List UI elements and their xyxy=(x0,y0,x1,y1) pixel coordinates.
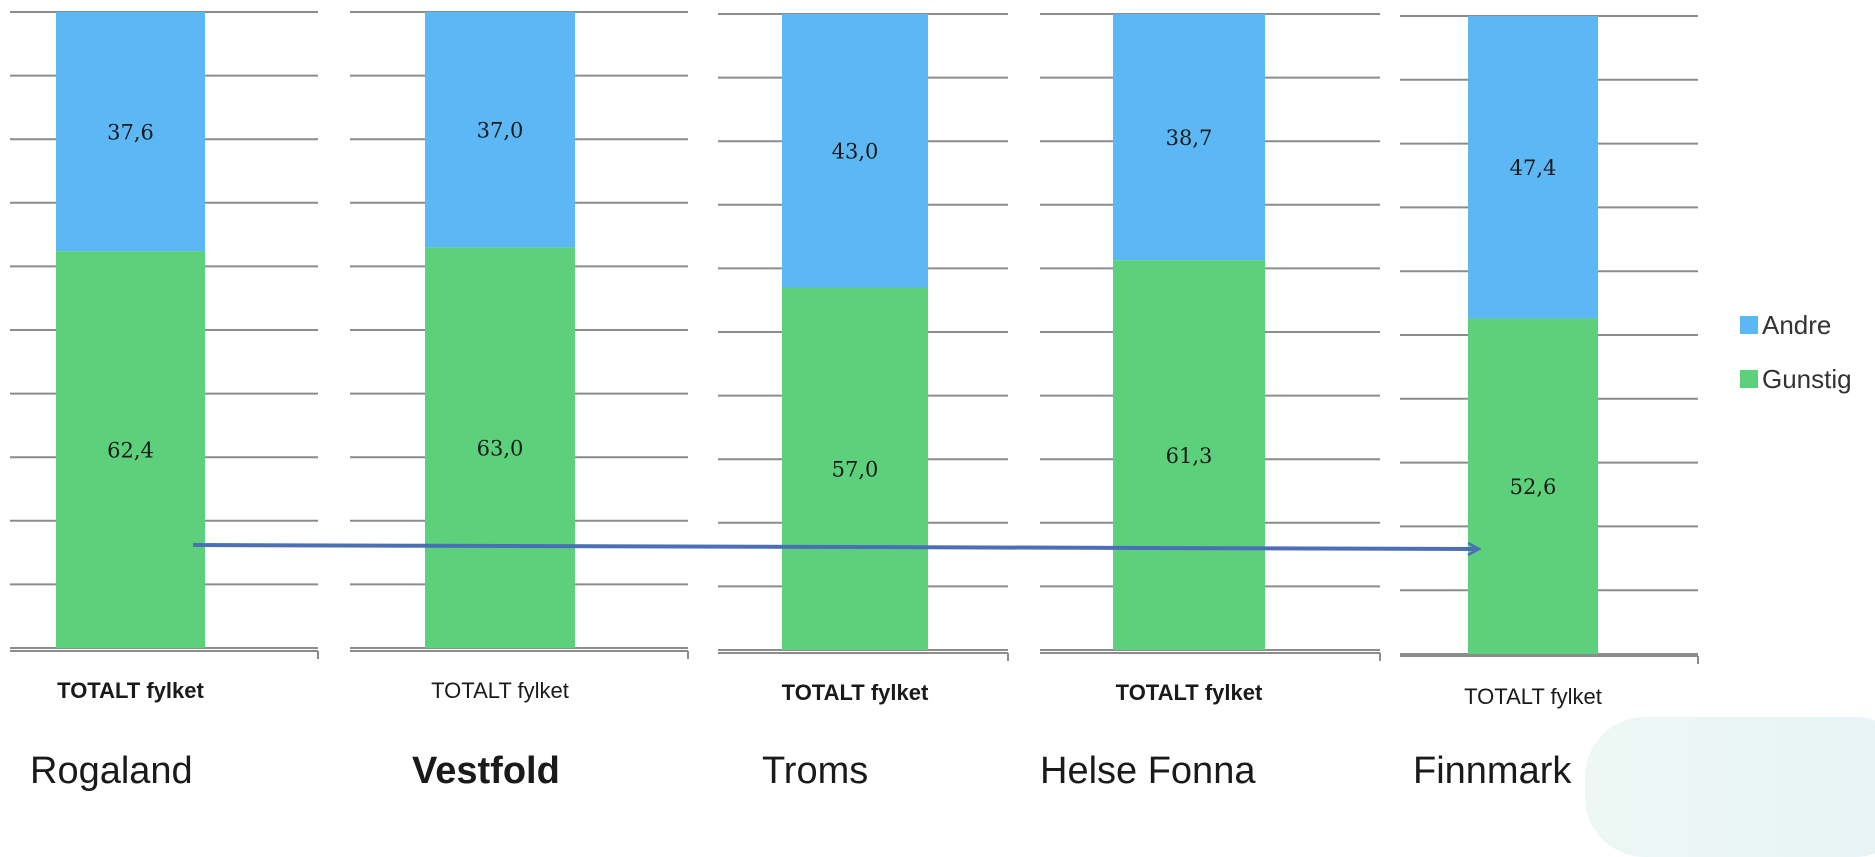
data-label: 62,4 xyxy=(107,439,154,463)
region-label-vestfold: Vestfold xyxy=(412,750,560,792)
category-tick-label: TOTALT fylket xyxy=(1464,684,1602,709)
legend-item-gunstig: Gunstig xyxy=(1740,362,1852,396)
data-label: 47,4 xyxy=(1510,156,1557,180)
data-label: 37,6 xyxy=(107,121,154,145)
bar-segment-gunstig xyxy=(1113,260,1265,650)
bar-segment-andre xyxy=(1468,16,1598,319)
panel-1: 63,0 37,0 TOTALT fylket xyxy=(350,11,689,703)
data-label: 43,0 xyxy=(832,140,879,164)
region-label-finnmark: Finnmark xyxy=(1413,750,1572,792)
legend-swatch-gunstig xyxy=(1740,370,1758,388)
region-label-rogaland: Rogaland xyxy=(30,750,193,792)
data-label: 61,3 xyxy=(1166,444,1213,468)
panel-2: 57,0 43,0 TOTALT fylket xyxy=(718,13,1009,705)
panel-0: 62,4 37,6 TOTALT fylket xyxy=(10,11,319,703)
data-label: 37,0 xyxy=(477,119,524,143)
legend-item-andre: Andre xyxy=(1740,308,1852,342)
bar-segment-gunstig xyxy=(425,247,575,648)
bar-segment-andre xyxy=(1113,14,1265,261)
region-label-troms: Troms xyxy=(762,750,869,792)
legend-label-andre: Andre xyxy=(1762,309,1832,340)
stacked-bar-chart: 62,4 37,6 TOTALT fylket 63,0 37,0 TOTALT fylk… xyxy=(10,11,1699,709)
data-label: 52,6 xyxy=(1510,475,1557,499)
category-tick-label: TOTALT fylket xyxy=(782,680,929,705)
panel-4: 52,6 47,4 TOTALT fylket xyxy=(1400,15,1699,709)
trend-arrow xyxy=(192,545,1478,549)
data-label: 38,7 xyxy=(1166,126,1213,150)
data-label: 57,0 xyxy=(832,458,879,482)
bar-segment-andre xyxy=(56,12,205,252)
bar-segment-gunstig xyxy=(56,251,205,649)
region-label-helse-fonna: Helse Fonna xyxy=(1040,750,1256,792)
bar-segment-andre xyxy=(782,14,928,288)
chart-legend: Andre Gunstig xyxy=(1740,308,1852,416)
category-tick-label: TOTALT fylket xyxy=(431,678,569,703)
legend-swatch-andre xyxy=(1740,316,1758,334)
category-tick-label: TOTALT fylket xyxy=(57,678,204,703)
bar-segment-gunstig xyxy=(782,287,928,650)
category-tick-label: TOTALT fylket xyxy=(1116,680,1263,705)
bar-segment-gunstig xyxy=(1468,318,1598,654)
panel-3: 61,3 38,7 TOTALT fylket xyxy=(1040,13,1381,705)
data-label: 63,0 xyxy=(477,437,524,461)
legend-label-gunstig: Gunstig xyxy=(1762,363,1852,394)
bar-segment-andre xyxy=(425,12,575,248)
